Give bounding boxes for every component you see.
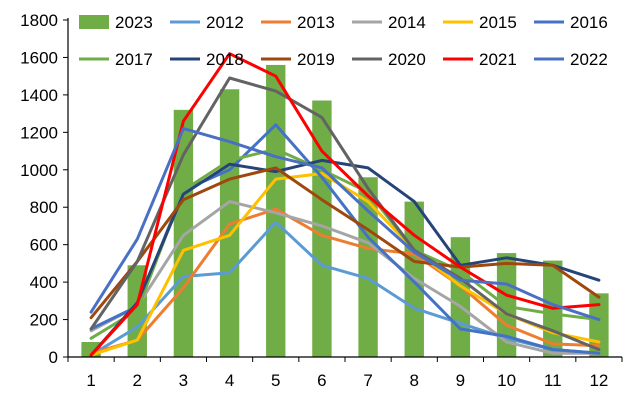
bar-2023-7 bbox=[358, 177, 378, 357]
y-tick-label: 1000 bbox=[20, 161, 58, 180]
y-tick-label: 1800 bbox=[20, 11, 58, 30]
legend-item-2013: 2013 bbox=[261, 13, 335, 32]
x-tick-label: 6 bbox=[317, 371, 326, 390]
y-tick-label: 400 bbox=[30, 273, 58, 292]
y-tick-label: 800 bbox=[30, 198, 58, 217]
y-tick-label: 200 bbox=[30, 311, 58, 330]
legend: 2023 2012 2013 2014 2015 2016 2017 2018 2019 2020… bbox=[79, 13, 608, 69]
legend-item-2015: 2015 bbox=[443, 13, 517, 32]
legend-label: 2020 bbox=[388, 50, 426, 69]
line-series-group bbox=[89, 52, 601, 357]
line-series-2019 bbox=[89, 166, 601, 320]
legend-label: 2021 bbox=[479, 50, 517, 69]
legend-item-2021: 2021 bbox=[443, 50, 517, 69]
x-tick-label: 11 bbox=[544, 371, 562, 390]
x-tick-label: 1 bbox=[86, 371, 95, 390]
y-tick-label: 1400 bbox=[20, 86, 58, 105]
line-series-2017 bbox=[89, 147, 601, 340]
legend-label: 2019 bbox=[297, 50, 335, 69]
legend-item-2016: 2016 bbox=[534, 13, 608, 32]
x-tick-label: 2 bbox=[133, 371, 142, 390]
legend-item-2023: 2023 bbox=[79, 13, 153, 32]
legend-label: 2012 bbox=[206, 13, 244, 32]
line-series-2020 bbox=[89, 76, 601, 351]
legend-swatch bbox=[79, 15, 109, 29]
line-series-2013 bbox=[89, 207, 601, 355]
x-tick-label: 10 bbox=[497, 371, 516, 390]
legend-label: 2022 bbox=[570, 50, 608, 69]
y-axis-ticks: 0 200 400 600 800 1000 1200 1400 1600 1800 bbox=[20, 11, 68, 367]
bar-2023-6 bbox=[312, 100, 332, 357]
legend-item-2019: 2019 bbox=[261, 50, 335, 69]
legend-label: 2018 bbox=[206, 50, 244, 69]
x-tick-label: 5 bbox=[271, 371, 280, 390]
x-axis-ticks: 1 2 3 4 5 6 7 8 9 10 11 12 bbox=[67, 357, 623, 390]
legend-item-2012: 2012 bbox=[170, 13, 244, 32]
x-tick-label: 4 bbox=[225, 371, 234, 390]
y-tick-label: 600 bbox=[30, 236, 58, 255]
x-tick-label: 8 bbox=[410, 371, 419, 390]
legend-label: 2015 bbox=[479, 13, 517, 32]
legend-label: 2014 bbox=[388, 13, 426, 32]
line-series-2012 bbox=[89, 220, 601, 357]
legend-label: 2016 bbox=[570, 13, 608, 32]
legend-item-2017: 2017 bbox=[79, 50, 153, 69]
line-series-2021 bbox=[89, 52, 601, 357]
bar-2023-5 bbox=[266, 64, 286, 357]
legend-item-2020: 2020 bbox=[352, 50, 426, 69]
x-tick-label: 9 bbox=[456, 371, 465, 390]
x-tick-label: 7 bbox=[363, 371, 372, 390]
legend-label: 2013 bbox=[297, 13, 335, 32]
line-series-2014 bbox=[89, 200, 601, 355]
y-tick-label: 1600 bbox=[20, 48, 58, 67]
x-tick-label: 12 bbox=[589, 371, 608, 390]
legend-label: 2023 bbox=[115, 13, 153, 32]
y-tick-label: 1200 bbox=[20, 123, 58, 142]
legend-label: 2017 bbox=[115, 50, 153, 69]
legend-item-2018: 2018 bbox=[170, 50, 244, 69]
x-tick-label: 3 bbox=[179, 371, 188, 390]
y-tick-label: 0 bbox=[49, 348, 58, 367]
legend-item-2014: 2014 bbox=[352, 13, 426, 32]
line-series-2022 bbox=[89, 127, 601, 322]
legend-item-2022: 2022 bbox=[534, 50, 608, 69]
